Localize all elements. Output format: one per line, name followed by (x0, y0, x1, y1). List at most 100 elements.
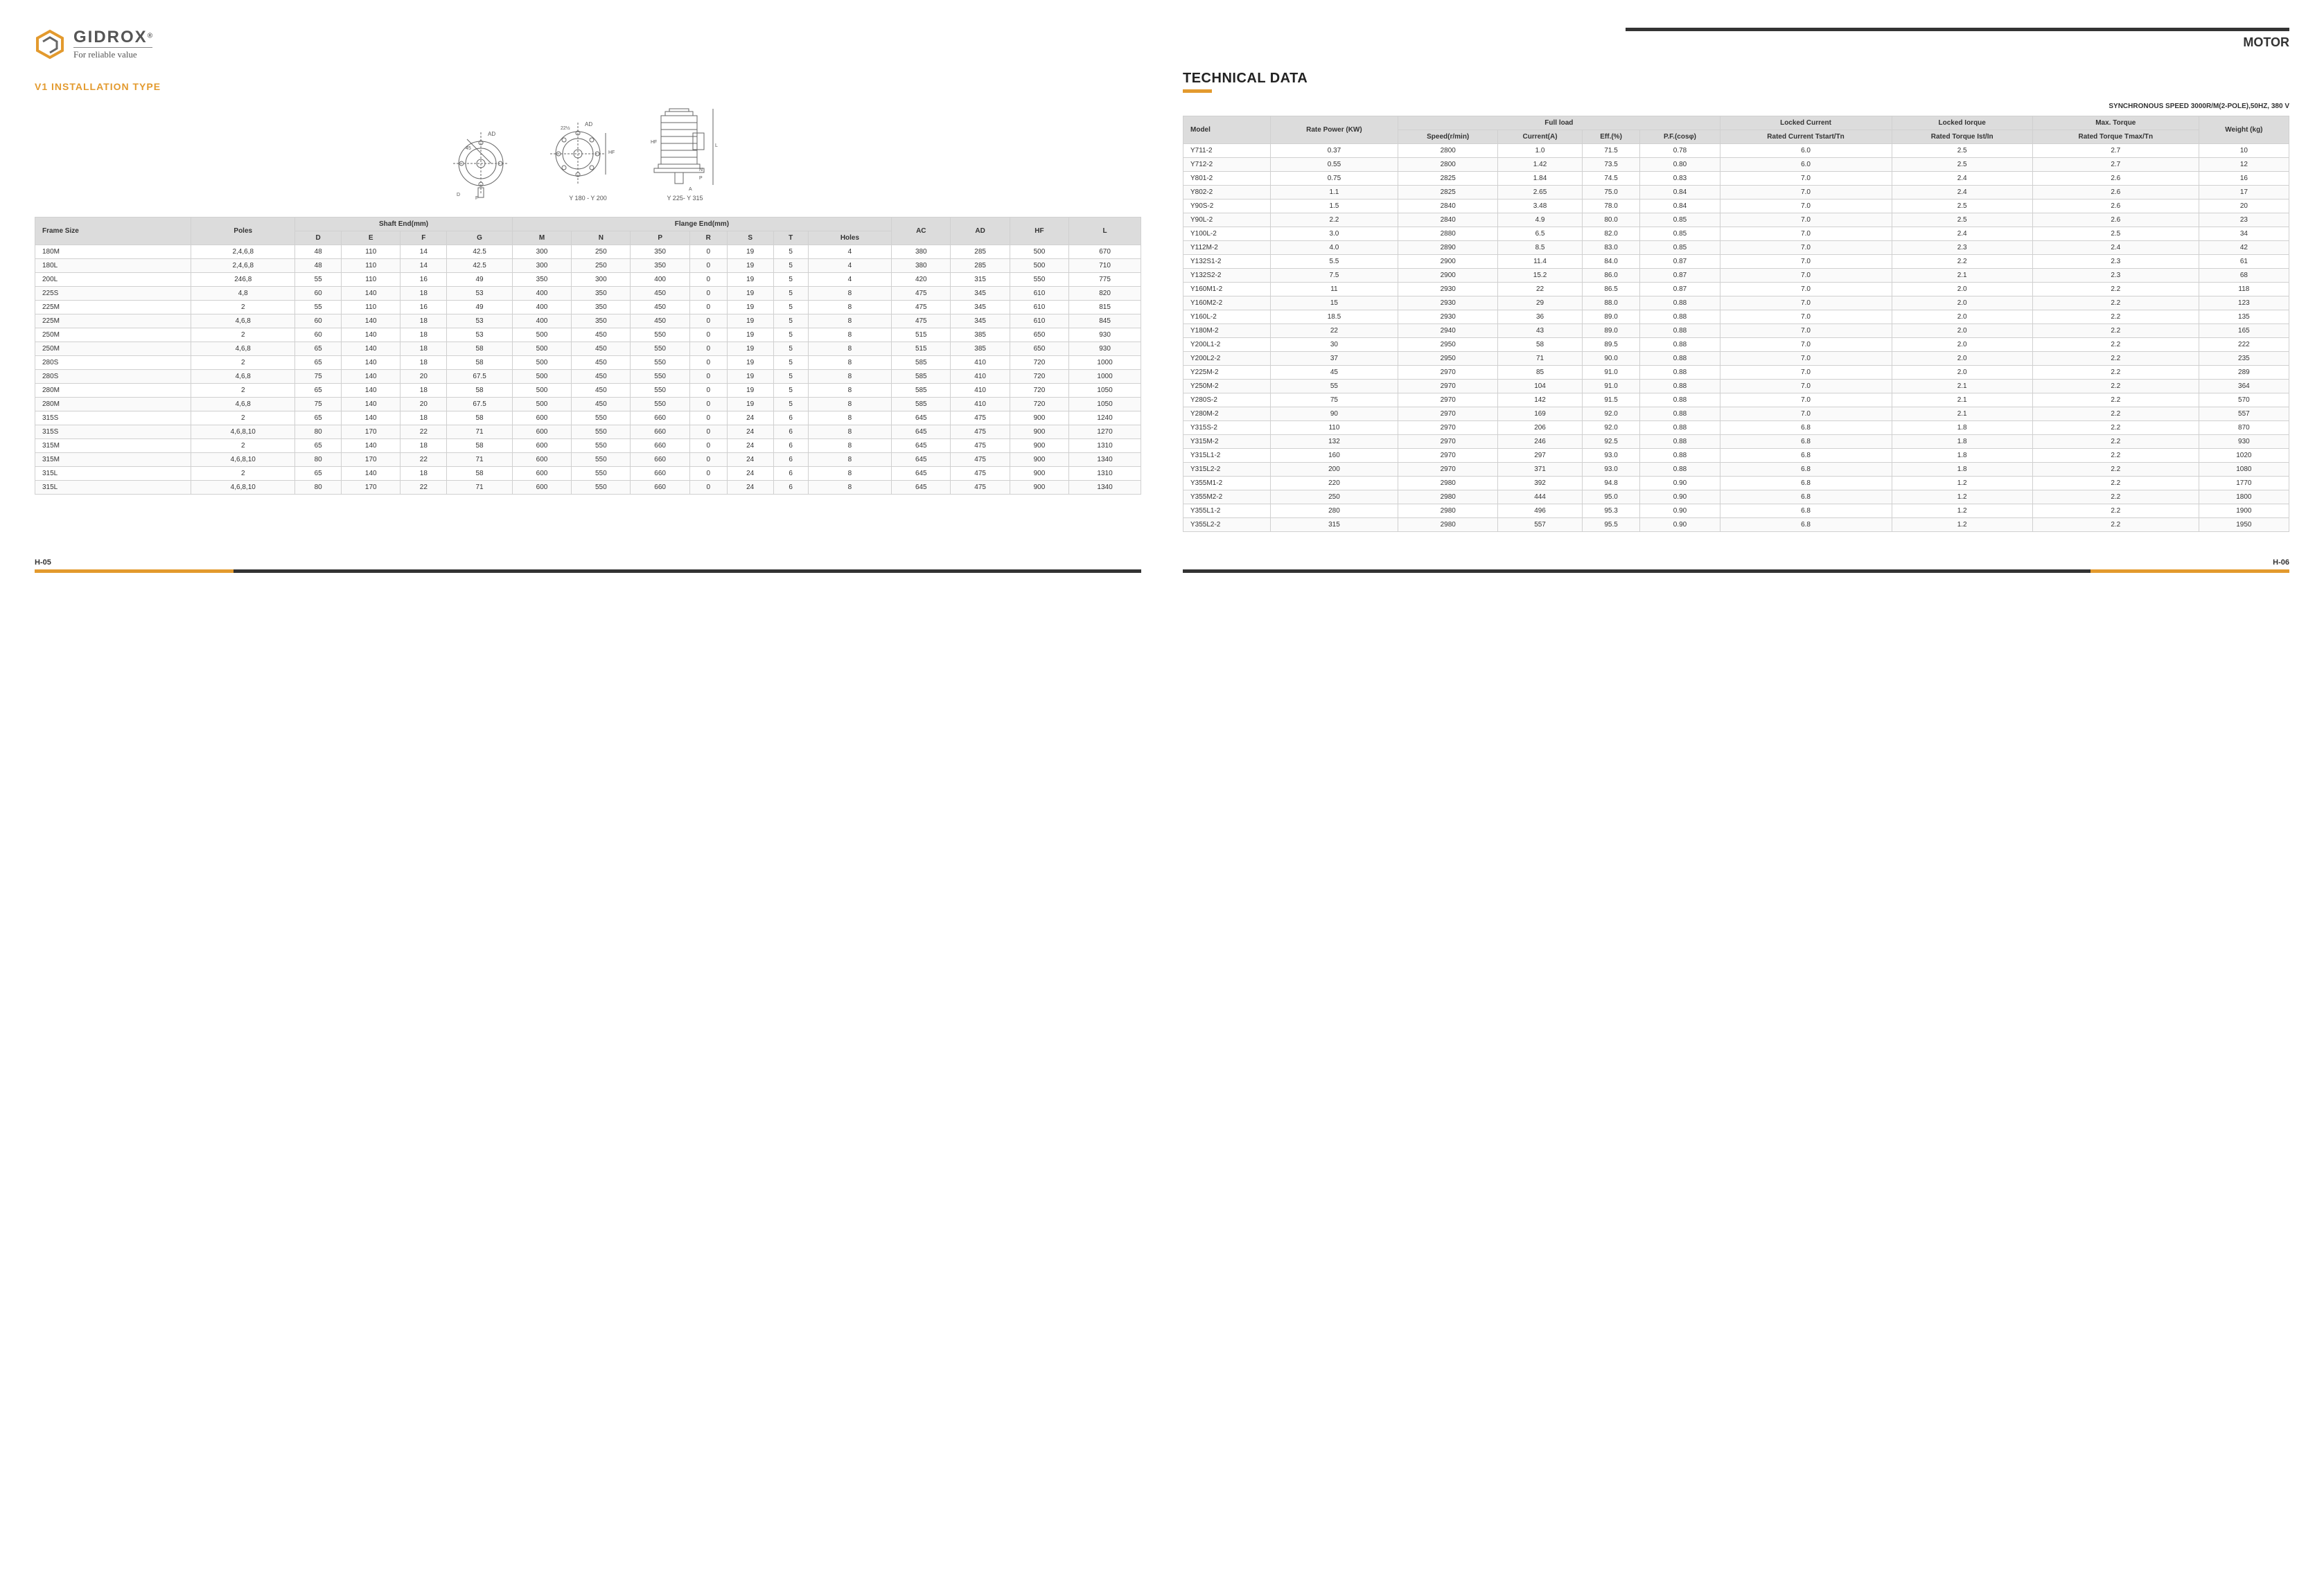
cell: Y160M2-2 (1183, 296, 1271, 310)
cell: Y315L1-2 (1183, 449, 1271, 463)
cell: 4,6,8,10 (191, 453, 295, 467)
cell: 650 (1010, 328, 1068, 342)
table-row: Y250M-255297010491.00.887.02.12.2364 (1183, 380, 2289, 393)
cell: 2930 (1398, 283, 1498, 296)
cell: 5 (773, 356, 808, 370)
table-row: 280M4,6,8751402067.550045055001958585410… (35, 398, 1141, 411)
cell: 420 (892, 273, 951, 287)
cell: 500 (1010, 245, 1068, 259)
cell: 380 (892, 259, 951, 273)
cell: 4 (808, 259, 891, 273)
cell: 160 (1270, 449, 1398, 463)
cell: 550 (572, 439, 631, 453)
cell: 600 (512, 439, 571, 453)
cell: 19 (727, 328, 773, 342)
cell: 2.1 (1892, 269, 2032, 283)
top-accent-bar (1626, 28, 2289, 31)
cell: 515 (892, 328, 951, 342)
cell: 845 (1069, 314, 1141, 328)
cell: 8 (808, 314, 891, 328)
cell: 0 (689, 259, 727, 273)
cell: 71 (447, 481, 513, 495)
cell: 475 (892, 301, 951, 314)
cell: 140 (342, 384, 400, 398)
cell: 364 (2199, 380, 2289, 393)
cell: 2.5 (1892, 158, 2032, 172)
cell: 2.3 (2032, 255, 2199, 269)
cell: 170 (342, 453, 400, 467)
cell: 600 (512, 425, 571, 439)
cell: 8 (808, 425, 891, 439)
cell: 65 (295, 467, 342, 481)
cell: 450 (572, 370, 631, 384)
installation-thead: Frame Size Poles Shaft End(mm) Flange En… (35, 218, 1141, 245)
right-page: MOTOR TECHNICAL DATA SYNCHRONOUS SPEED 3… (1183, 28, 2289, 573)
table-row: 315L265140185860055066002468645475900131… (35, 467, 1141, 481)
cell: Y250M-2 (1183, 380, 1271, 393)
th-locked-torque: Locked Iorque (1892, 116, 2032, 130)
cell: 7.0 (1720, 338, 1892, 352)
cell: 19 (727, 370, 773, 384)
cell: 140 (342, 411, 400, 425)
cell: 720 (1010, 370, 1068, 384)
th-holes: Holes (808, 231, 891, 245)
cell: 2 (191, 301, 295, 314)
cell: 18 (400, 411, 447, 425)
th-ad: AD (951, 218, 1010, 245)
th-l: L (1069, 218, 1141, 245)
cell: 645 (892, 467, 951, 481)
cell: 235 (2199, 352, 2289, 366)
cell: 1000 (1069, 370, 1141, 384)
cell: 550 (631, 356, 689, 370)
table-row: Y132S2-27.5290015.286.00.877.02.12.368 (1183, 269, 2289, 283)
cell: 350 (512, 273, 571, 287)
cell: 170 (342, 481, 400, 495)
cell: 8 (808, 411, 891, 425)
cell: 500 (512, 342, 571, 356)
th-model: Model (1183, 116, 1271, 144)
cell: 1310 (1069, 467, 1141, 481)
cell: 65 (295, 342, 342, 356)
cell: 7.0 (1720, 186, 1892, 200)
cell: 0.88 (1640, 310, 1720, 324)
cell: 2.2 (2032, 490, 2199, 504)
cell: 2970 (1398, 366, 1498, 380)
table-row: Y112M-24.028908.583.00.857.02.32.442 (1183, 241, 2289, 255)
th-flange-group: Flange End(mm) (512, 218, 891, 231)
cell: 75 (295, 398, 342, 411)
cell: 1.8 (1892, 449, 2032, 463)
cell: 5 (773, 398, 808, 411)
cell: 345 (951, 287, 1010, 301)
cell: 450 (631, 287, 689, 301)
cell: Y200L2-2 (1183, 352, 1271, 366)
cell: 8 (808, 481, 891, 495)
cell: 6.0 (1720, 144, 1892, 158)
technical-tbody: Y711-20.3728001.071.50.786.02.52.710Y712… (1183, 144, 2289, 532)
cell: 2.5 (1892, 200, 2032, 213)
cell: Y355M2-2 (1183, 490, 1271, 504)
cell: 0.88 (1640, 380, 1720, 393)
cell: 2.4 (1892, 172, 2032, 186)
cell: 0 (689, 287, 727, 301)
left-page: GIDROX® For reliable value V1 INSTALLATI… (35, 28, 1141, 573)
cell: 19 (727, 287, 773, 301)
cell: 58 (447, 356, 513, 370)
table-row: Y200L2-23729507190.00.887.02.02.2235 (1183, 352, 2289, 366)
cell: 22 (400, 453, 447, 467)
cell: 2970 (1398, 435, 1498, 449)
cell: 20 (2199, 200, 2289, 213)
cell: 0 (689, 425, 727, 439)
cell: 930 (1069, 328, 1141, 342)
cell: 2.2 (2032, 380, 2199, 393)
cell: 0.55 (1270, 158, 1398, 172)
cell: 475 (951, 411, 1010, 425)
cell: 8 (808, 370, 891, 384)
cell: 2.0 (1892, 352, 2032, 366)
cell: 7.0 (1720, 255, 1892, 269)
svg-text:N: N (699, 168, 703, 172)
diagram-left: AD 45 F D (453, 125, 529, 202)
cell: 92.0 (1582, 407, 1640, 421)
cell: 475 (951, 467, 1010, 481)
cell: Y100L-2 (1183, 227, 1271, 241)
diagram-right: L A P N HF Y 225- Y 315 (647, 102, 723, 202)
